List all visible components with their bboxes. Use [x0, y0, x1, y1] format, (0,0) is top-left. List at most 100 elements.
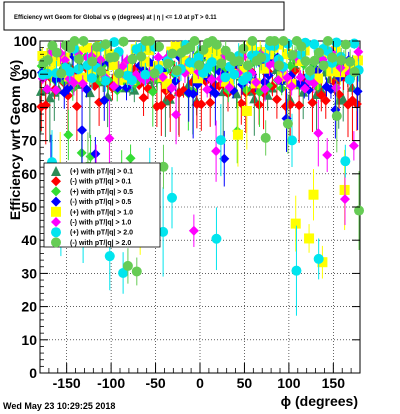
data-point — [308, 189, 319, 200]
data-point — [205, 97, 216, 108]
legend-label: (+) with pT/|q| > 1.0 — [70, 209, 133, 216]
data-point — [278, 36, 289, 46]
chart-title: Efficiency wrt Geom for Global vs φ (deg… — [14, 15, 217, 21]
data-point — [109, 37, 120, 48]
legend-label: (-) with pT/|q| > 1.0 — [70, 220, 131, 227]
data-point — [295, 55, 306, 66]
data-point — [51, 47, 62, 58]
data-point — [91, 41, 102, 52]
data-point — [170, 76, 181, 87]
data-point — [167, 48, 178, 59]
chart-title-box — [3, 1, 285, 31]
data-point — [260, 132, 271, 143]
data-point — [312, 73, 323, 84]
data-point — [207, 57, 217, 68]
legend-label: (-) with pT/|q| > 0.1 — [70, 179, 131, 186]
data-point — [318, 60, 329, 71]
data-point — [108, 81, 119, 92]
data-point — [167, 192, 177, 203]
data-point — [339, 194, 350, 205]
data-point — [84, 87, 95, 98]
data-point — [63, 82, 74, 93]
legend-marker — [51, 186, 61, 197]
data-point — [215, 50, 226, 61]
data-point — [74, 54, 85, 65]
y-tick-label: 20 — [21, 299, 37, 315]
data-point — [68, 77, 79, 88]
y-tick-label: 100 — [14, 33, 38, 49]
data-point — [313, 253, 324, 264]
data-point — [326, 66, 337, 77]
x-tick-label: -150 — [53, 375, 81, 391]
data-point — [348, 140, 359, 151]
data-point — [291, 265, 302, 276]
data-point — [100, 75, 111, 86]
data-point — [287, 135, 297, 146]
data-point — [216, 58, 227, 69]
legend-marker — [51, 237, 61, 248]
data-point — [309, 55, 320, 66]
legend-box — [43, 162, 161, 248]
data-point — [238, 43, 249, 54]
data-point — [162, 58, 173, 69]
legend-marker — [51, 176, 61, 187]
data-point — [59, 54, 70, 65]
data-point — [259, 84, 270, 95]
data-point — [219, 153, 230, 164]
data-point — [179, 55, 190, 66]
data-point — [139, 56, 150, 67]
data-point — [290, 218, 301, 229]
data-point — [340, 156, 351, 167]
data-point — [188, 225, 199, 236]
data-point — [114, 68, 125, 79]
data-point — [95, 54, 106, 65]
data-point — [296, 41, 307, 52]
data-point — [90, 48, 101, 59]
data-point — [165, 92, 176, 103]
data-point — [251, 77, 262, 88]
data-point — [352, 86, 363, 97]
data-point — [322, 36, 333, 46]
x-tick-label: 0 — [196, 375, 204, 391]
data-point — [78, 36, 89, 46]
data-point — [138, 92, 149, 103]
data-point — [211, 146, 222, 157]
legend: (+) with pT/|q| > 0.1 (-) with pT/|q| > 0… — [43, 162, 161, 248]
y-tick-labels: 0 10 20 30 40 50 60 70 80 90 100 — [14, 33, 38, 381]
data-point — [149, 68, 160, 79]
data-point — [282, 72, 293, 83]
axis-ticks — [40, 40, 360, 374]
data-point — [307, 97, 318, 108]
data-point — [220, 72, 231, 83]
data-point — [156, 100, 167, 111]
legend-marker — [51, 166, 61, 176]
data-point — [153, 52, 164, 63]
data-point — [90, 148, 101, 159]
data-point — [224, 82, 235, 93]
data-point — [129, 84, 140, 95]
data-point — [353, 46, 364, 57]
x-tick-label: 50 — [237, 375, 253, 391]
data-point — [320, 95, 331, 106]
data-point — [331, 82, 342, 93]
data-point — [171, 65, 182, 76]
y-axis-title: Efficiency wrt Geom (%) — [7, 60, 23, 220]
data-point — [202, 84, 213, 95]
x-tick-label: 150 — [322, 375, 346, 391]
data-points — [35, 36, 365, 316]
legend-marker — [51, 196, 61, 207]
data-point — [63, 129, 74, 140]
y-tick-label: 10 — [21, 332, 37, 348]
data-point — [345, 56, 356, 67]
data-point — [322, 150, 333, 161]
legend-label: (+) with pT/|q| > 0.5 — [70, 189, 133, 196]
data-point — [259, 77, 270, 88]
data-point — [104, 133, 115, 144]
data-point — [118, 267, 129, 278]
x-tick-label: -50 — [145, 375, 165, 391]
data-point — [313, 128, 324, 139]
data-point — [316, 90, 327, 101]
data-point — [242, 71, 253, 82]
data-point — [158, 226, 169, 237]
x-tick-label: -100 — [97, 375, 125, 391]
